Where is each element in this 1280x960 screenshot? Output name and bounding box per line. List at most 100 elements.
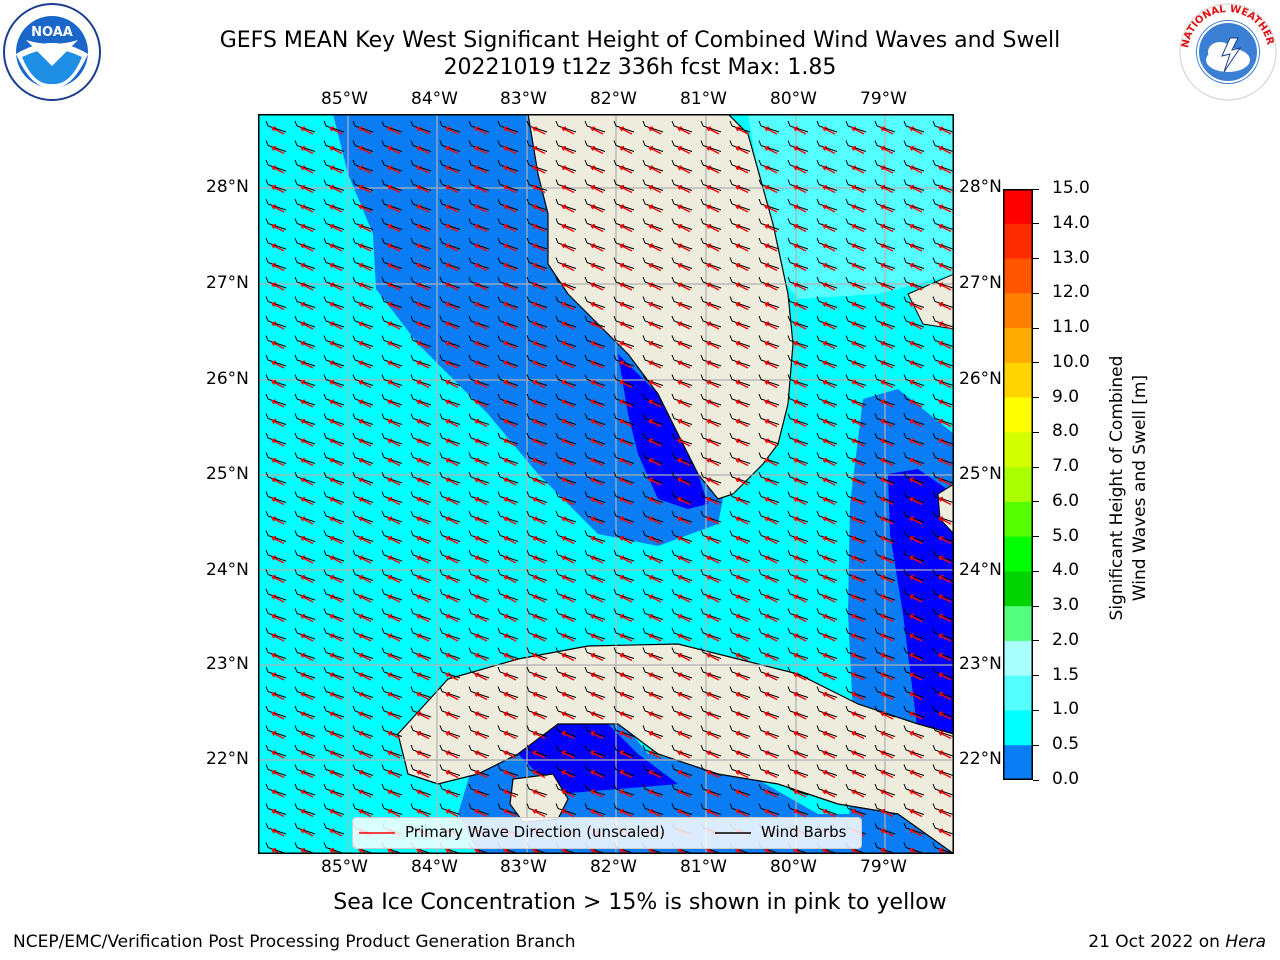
wave-arrow <box>445 321 459 330</box>
wave-arrow <box>271 379 285 389</box>
wave-arrow <box>764 340 778 350</box>
colorbar-tick-mark <box>1033 431 1039 433</box>
wave-arrow <box>909 126 923 135</box>
wind-barb <box>787 647 809 659</box>
wind-barb <box>903 608 925 620</box>
wind-barb <box>526 744 548 757</box>
wind-barb <box>729 647 751 659</box>
wave-arrow <box>822 379 836 389</box>
wave-arrow <box>677 691 691 701</box>
wave-arrow <box>619 730 633 740</box>
wave-arrow <box>648 126 662 135</box>
wave-arrow <box>619 711 633 720</box>
wind-barb <box>932 764 954 776</box>
wave-arrow <box>590 399 604 408</box>
wave-arrow <box>416 691 430 701</box>
wind-barb <box>294 374 316 386</box>
wind-barb <box>816 666 838 679</box>
wind-barb <box>352 179 374 191</box>
wave-arrow <box>387 262 401 272</box>
wind-barb <box>903 725 925 737</box>
wind-barb <box>294 491 316 503</box>
wave-arrow <box>909 301 923 311</box>
wind-barb <box>526 257 548 269</box>
wind-barb <box>787 159 809 172</box>
wave-arrow <box>532 379 546 389</box>
wind-barb <box>787 335 809 347</box>
wind-barb <box>903 159 925 172</box>
wind-barb <box>613 491 635 503</box>
wave-arrow <box>271 321 285 330</box>
wave-arrow <box>735 262 749 272</box>
wind-barb <box>352 647 374 659</box>
wave-arrow <box>503 399 517 408</box>
wave-arrow <box>880 750 894 759</box>
wave-arrow <box>735 184 749 194</box>
wind-barb <box>932 393 954 406</box>
wave-arrow <box>648 418 662 428</box>
wind-barb <box>729 666 751 679</box>
wind-barb <box>410 803 432 815</box>
wave-arrow <box>735 633 749 642</box>
wind-barb <box>294 569 316 581</box>
wave-arrow <box>648 145 662 155</box>
wind-barb <box>671 140 693 152</box>
wave-arrow <box>387 282 401 291</box>
wave-arrow <box>706 516 720 525</box>
wind-barb <box>410 140 432 152</box>
wind-barb <box>410 510 432 523</box>
wind-barb <box>323 432 345 445</box>
wind-barb <box>729 276 751 289</box>
wind-barb <box>729 237 751 250</box>
wave-arrow <box>851 418 865 428</box>
wind-barb <box>700 315 722 328</box>
wind-barb <box>700 569 722 581</box>
wind-barb <box>787 296 809 308</box>
wave-arrow <box>329 145 343 155</box>
wave-arrow <box>706 145 720 155</box>
wave-arrow <box>938 828 952 837</box>
wave-arrow <box>561 145 575 155</box>
wind-barb <box>700 374 722 386</box>
wind-barb <box>497 471 519 484</box>
wind-barb <box>294 354 316 367</box>
wave-arrow <box>503 321 517 330</box>
wind-barb <box>410 569 432 581</box>
wind-barb <box>613 218 635 230</box>
wind-barb <box>787 666 809 679</box>
wind-barb <box>323 179 345 191</box>
wind-barb <box>265 432 287 445</box>
wave-arrow <box>387 340 401 350</box>
wave-arrow <box>300 516 314 525</box>
wind-barb <box>816 471 838 484</box>
wind-barb <box>381 471 403 484</box>
wind-barb <box>323 452 345 464</box>
wave-arrow <box>300 633 314 642</box>
wind-barb <box>497 335 519 347</box>
wind-barb <box>932 198 954 211</box>
wind-barb <box>381 354 403 367</box>
wave-arrow <box>271 633 285 642</box>
wind-barb <box>584 159 606 172</box>
wave-arrow <box>764 399 778 408</box>
wave-arrow <box>793 789 807 798</box>
wave-arrow <box>764 321 778 330</box>
wave-arrow <box>677 730 691 740</box>
wind-barb <box>323 627 345 640</box>
wind-barb <box>323 393 345 406</box>
wind-barb <box>758 120 780 133</box>
wave-arrow <box>880 321 894 330</box>
wave-arrow <box>503 808 517 818</box>
wind-barb <box>323 335 345 347</box>
wind-barb <box>555 179 577 191</box>
wind-barb <box>787 315 809 328</box>
wind-barb <box>526 471 548 484</box>
wind-barb <box>816 705 838 718</box>
wave-arrow <box>590 184 604 194</box>
wind-barb <box>294 140 316 152</box>
wind-barb <box>787 627 809 640</box>
wind-barb <box>642 569 664 581</box>
wind-barb <box>323 296 345 308</box>
wave-arrow <box>590 730 604 740</box>
wave-arrow <box>938 613 952 623</box>
